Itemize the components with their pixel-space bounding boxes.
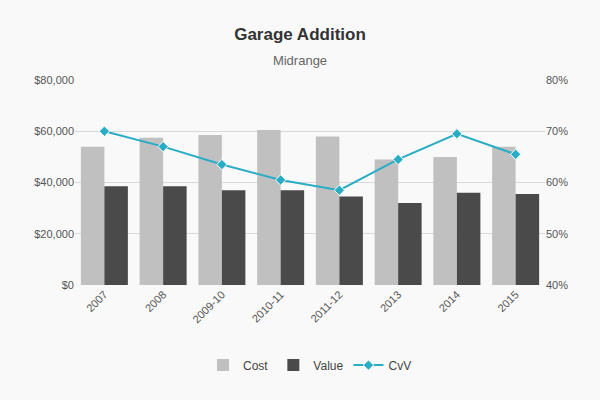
svg-text:2007: 2007 (84, 288, 110, 314)
svg-text:2009-10: 2009-10 (190, 288, 227, 325)
svg-text:40%: 40% (546, 279, 568, 291)
svg-text:60%: 60% (546, 176, 568, 188)
svg-text:80%: 80% (546, 74, 568, 86)
svg-text:50%: 50% (546, 228, 568, 240)
svg-text:Garage Addition: Garage Addition (234, 25, 366, 44)
svg-text:$0: $0 (62, 279, 74, 291)
svg-text:CvV: CvV (388, 359, 411, 373)
svg-text:70%: 70% (546, 125, 568, 137)
svg-text:$80,000: $80,000 (34, 74, 74, 86)
svg-text:2015: 2015 (495, 288, 521, 314)
svg-text:2014: 2014 (436, 288, 462, 314)
svg-text:Midrange: Midrange (273, 53, 327, 68)
svg-text:2008: 2008 (143, 288, 169, 314)
svg-text:2011-12: 2011-12 (308, 288, 344, 324)
svg-text:$20,000: $20,000 (34, 228, 74, 240)
svg-text:2010-11: 2010-11 (249, 288, 285, 324)
svg-text:$60,000: $60,000 (34, 125, 74, 137)
svg-text:2013: 2013 (378, 288, 404, 314)
svg-text:Value: Value (313, 359, 343, 373)
svg-text:$40,000: $40,000 (34, 176, 74, 188)
svg-text:Cost: Cost (243, 359, 268, 373)
